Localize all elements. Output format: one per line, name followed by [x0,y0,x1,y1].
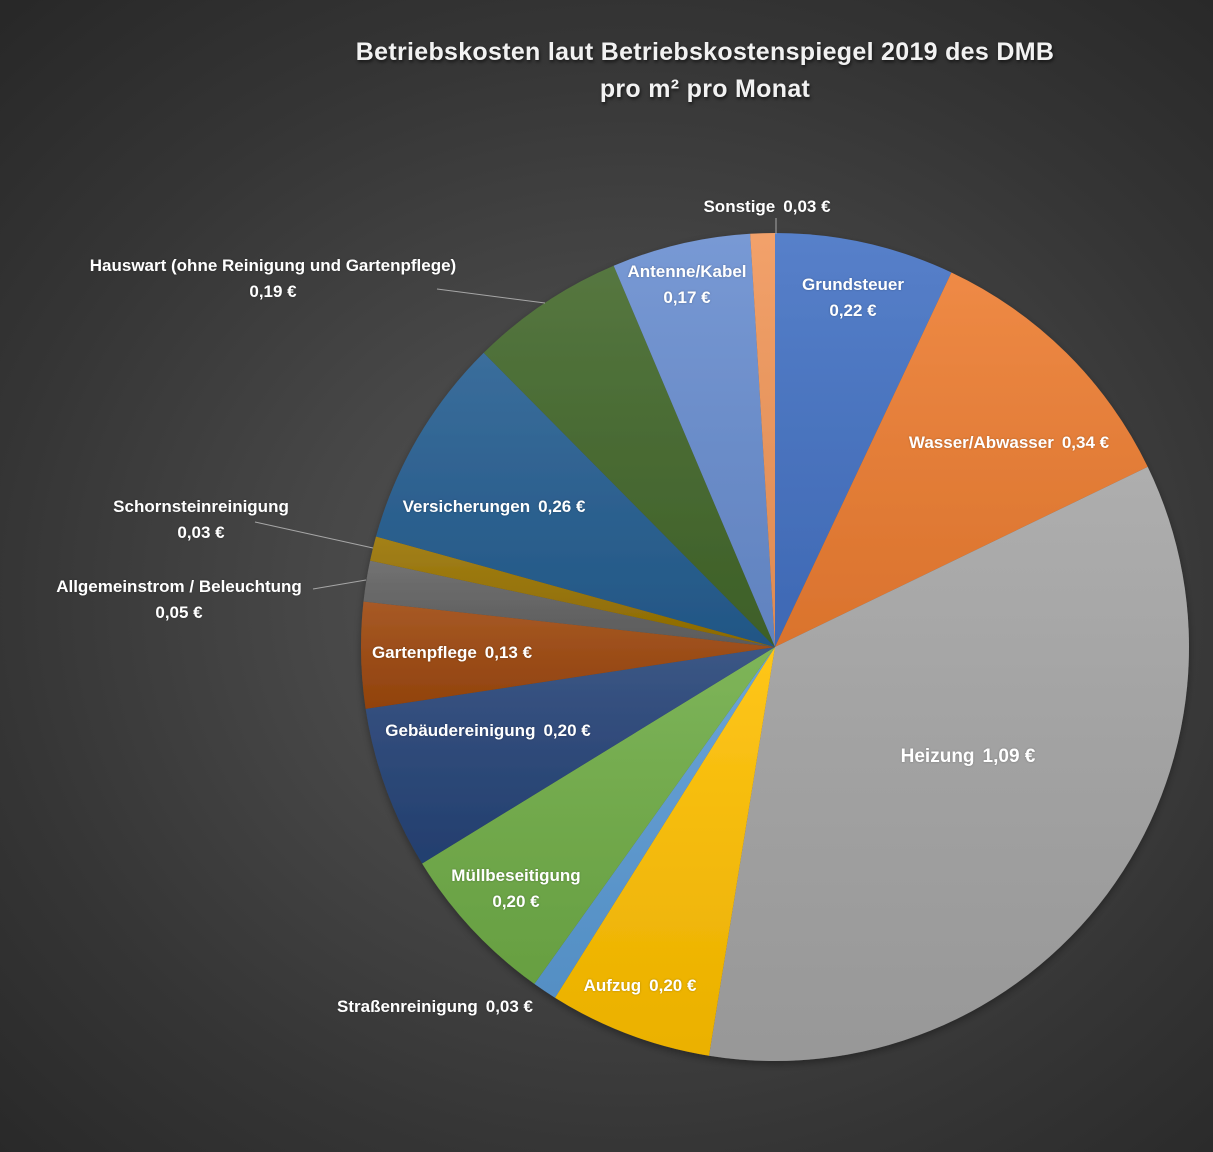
pie-slices [360,233,1189,1062]
slice-label-sonstige: Sonstige 0,03 € [703,197,831,216]
slice-label-aufzug: Aufzug 0,20 € [583,976,697,995]
leader-lines [254,218,777,590]
pie-slice-shading [554,647,775,1056]
chart-title: Betriebskosten laut Betriebskostenspiege… [300,34,1110,108]
slice-label-antenne-kabel: Antenne/Kabel 0,17 € [627,262,747,307]
pie-slice-shading [422,647,775,984]
pie-slice-shading [775,233,952,647]
pie-slice-shading [360,601,775,709]
pie-slice-shading [709,466,1189,1062]
slice-label-gebaeudereinigung: Gebäudereinigung 0,20 € [385,721,591,740]
pie-slice-shading [370,536,775,647]
chart-title-line-2: pro m² pro Monat [599,75,811,103]
slice-label-wasser-abwasser: Wasser/Abwasser 0,34 € [908,433,1110,452]
pie-slice-shading [534,647,775,998]
slice-label-muellbeseitigung: Müllbeseitigung 0,20 € [451,866,581,911]
slice-label-versicherungen: Versicherungen 0,26 € [402,497,586,516]
leader-line [436,288,546,304]
slice-label-gartenpflege: Gartenpflege 0,13 € [371,643,533,662]
slice-label-strassenreinigung: Straßenreinigung 0,03 € [337,997,533,1016]
slice-label-schornsteinreinigung: Schornsteinreinigung 0,03 € [113,497,289,542]
pie-slice-shading [750,233,775,647]
pie-slice-shading [376,352,775,647]
leader-line [312,579,367,590]
slice-label-heizung: Heizung 1,09 € [900,746,1036,767]
slice-label-allgemeinstrom: Allgemeinstrom / Beleuchtung 0,05 € [56,577,302,622]
leader-line [254,521,374,549]
slice-label-hauswart: Hauswart (ohne Reinigung und Gartenpfleg… [89,256,457,301]
chart-title-line-1: Betriebskosten laut Betriebskostenspiege… [355,38,1055,66]
pie-slice-shading [775,272,1148,647]
pie-slice-shading [363,560,775,647]
slice-label-grundsteuer: Grundsteuer 0,22 € [801,275,905,320]
pie-slice-shading [613,233,775,647]
pie-slice-shading [365,647,775,864]
pie-slice-shading [483,265,775,647]
